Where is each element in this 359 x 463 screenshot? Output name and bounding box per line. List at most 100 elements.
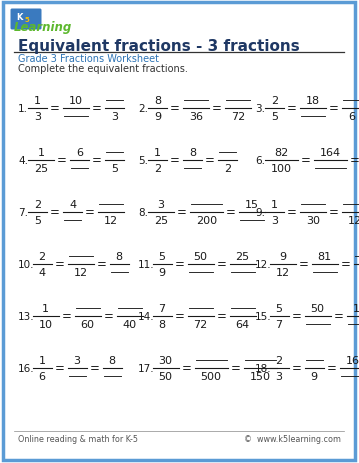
Text: =: = bbox=[292, 310, 302, 323]
Text: 25: 25 bbox=[34, 163, 48, 174]
Text: 17.: 17. bbox=[138, 363, 155, 373]
Text: 25: 25 bbox=[154, 216, 168, 225]
Text: =: = bbox=[341, 258, 350, 271]
FancyBboxPatch shape bbox=[3, 3, 355, 460]
Text: 7.: 7. bbox=[18, 207, 28, 218]
Text: 15: 15 bbox=[353, 303, 359, 313]
Text: 1: 1 bbox=[42, 303, 49, 313]
Text: Learning: Learning bbox=[14, 20, 72, 33]
Text: =: = bbox=[287, 206, 297, 219]
Text: 72: 72 bbox=[231, 112, 245, 122]
Text: 14.: 14. bbox=[138, 311, 155, 321]
Text: 9.: 9. bbox=[255, 207, 265, 218]
Text: =: = bbox=[174, 258, 185, 271]
Text: =: = bbox=[329, 206, 339, 219]
Text: 13.: 13. bbox=[18, 311, 34, 321]
Text: 9: 9 bbox=[311, 371, 318, 381]
Text: 1: 1 bbox=[154, 148, 161, 158]
Text: =: = bbox=[327, 362, 336, 375]
Text: =: = bbox=[103, 310, 113, 323]
Text: 72: 72 bbox=[194, 319, 208, 329]
Text: 12: 12 bbox=[74, 268, 88, 277]
Text: 9: 9 bbox=[154, 112, 161, 122]
Text: =: = bbox=[301, 154, 311, 167]
Text: 5: 5 bbox=[159, 251, 165, 262]
Text: 12.: 12. bbox=[255, 259, 272, 269]
Text: 1: 1 bbox=[34, 96, 41, 106]
Text: 6: 6 bbox=[38, 371, 46, 381]
Text: 50: 50 bbox=[194, 251, 208, 262]
Text: 16.: 16. bbox=[18, 363, 34, 373]
Text: =: = bbox=[55, 258, 64, 271]
Text: =: = bbox=[85, 206, 95, 219]
Text: 12: 12 bbox=[104, 216, 118, 225]
Text: =: = bbox=[292, 362, 302, 375]
Text: 164: 164 bbox=[320, 148, 341, 158]
Text: 5: 5 bbox=[271, 112, 278, 122]
Text: 4: 4 bbox=[69, 200, 76, 210]
Text: 16: 16 bbox=[345, 355, 359, 365]
Text: 5: 5 bbox=[25, 17, 29, 23]
Text: 8: 8 bbox=[116, 251, 122, 262]
Text: 6.: 6. bbox=[255, 156, 265, 166]
Text: =: = bbox=[50, 102, 60, 115]
Text: 10.: 10. bbox=[18, 259, 34, 269]
Text: =: = bbox=[334, 310, 344, 323]
Text: 18.: 18. bbox=[255, 363, 272, 373]
Text: =: = bbox=[170, 154, 180, 167]
Text: 5: 5 bbox=[34, 216, 41, 225]
Text: 5: 5 bbox=[111, 163, 118, 174]
Text: 2: 2 bbox=[38, 251, 46, 262]
Text: 25: 25 bbox=[236, 251, 250, 262]
Text: =: = bbox=[329, 102, 339, 115]
Text: 3.: 3. bbox=[255, 104, 265, 114]
Text: =: = bbox=[92, 154, 102, 167]
Text: 2: 2 bbox=[34, 200, 41, 210]
Text: =: = bbox=[170, 102, 180, 115]
Text: 60: 60 bbox=[80, 319, 94, 329]
Text: =: = bbox=[92, 102, 102, 115]
FancyBboxPatch shape bbox=[10, 9, 42, 31]
Text: =: = bbox=[61, 310, 71, 323]
Text: 12: 12 bbox=[275, 268, 290, 277]
Text: 40: 40 bbox=[122, 319, 136, 329]
Text: 10: 10 bbox=[69, 96, 83, 106]
Text: Grade 3 Fractions Worksheet: Grade 3 Fractions Worksheet bbox=[18, 54, 159, 64]
Text: 64: 64 bbox=[236, 319, 250, 329]
Text: =: = bbox=[226, 206, 236, 219]
Text: =: = bbox=[287, 102, 297, 115]
Text: 18: 18 bbox=[306, 96, 320, 106]
Text: =: = bbox=[350, 154, 359, 167]
Text: Online reading & math for K-5: Online reading & math for K-5 bbox=[18, 435, 138, 444]
Text: 30: 30 bbox=[159, 355, 173, 365]
Text: 3: 3 bbox=[74, 355, 80, 365]
Text: 1: 1 bbox=[37, 148, 45, 158]
Text: =: = bbox=[177, 206, 187, 219]
Text: 3: 3 bbox=[275, 371, 283, 381]
Text: 9: 9 bbox=[279, 251, 286, 262]
Text: 4.: 4. bbox=[18, 156, 28, 166]
Text: 7: 7 bbox=[275, 319, 283, 329]
Text: ©  www.k5learning.com: © www.k5learning.com bbox=[244, 435, 341, 444]
Text: 50: 50 bbox=[311, 303, 325, 313]
Text: 3: 3 bbox=[158, 200, 164, 210]
Text: =: = bbox=[97, 258, 106, 271]
Text: 81: 81 bbox=[317, 251, 332, 262]
Text: 6: 6 bbox=[348, 112, 355, 122]
Text: =: = bbox=[205, 154, 215, 167]
Text: =: = bbox=[50, 206, 60, 219]
Text: =: = bbox=[230, 362, 241, 375]
Text: =: = bbox=[216, 310, 227, 323]
Text: 8: 8 bbox=[108, 355, 116, 365]
Text: 6: 6 bbox=[76, 148, 83, 158]
Text: =: = bbox=[57, 154, 67, 167]
Text: =: = bbox=[55, 362, 64, 375]
Text: 2: 2 bbox=[224, 163, 231, 174]
Text: 12: 12 bbox=[348, 216, 359, 225]
Text: 15.: 15. bbox=[255, 311, 272, 321]
Text: 3: 3 bbox=[111, 112, 118, 122]
Text: 30: 30 bbox=[306, 216, 320, 225]
Text: K: K bbox=[16, 13, 22, 22]
Text: 500: 500 bbox=[200, 371, 222, 381]
Text: =: = bbox=[182, 362, 191, 375]
